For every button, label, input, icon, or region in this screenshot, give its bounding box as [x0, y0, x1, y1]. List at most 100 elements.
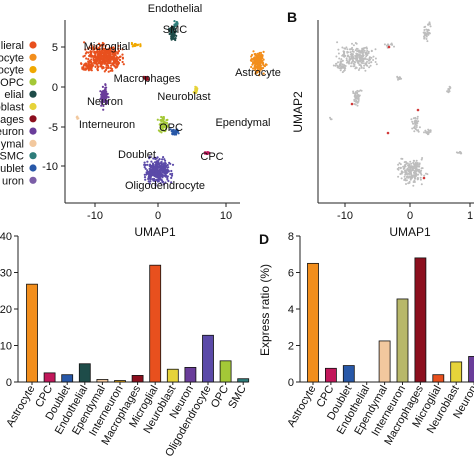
umap-point — [415, 126, 418, 128]
panel-b-label: B — [287, 9, 297, 25]
umap-point — [104, 95, 108, 98]
legend-swatch — [29, 164, 37, 172]
bar — [307, 262, 319, 383]
cluster-label: Interneuron — [79, 119, 135, 131]
umap-b-y-label: UMAP2 — [291, 91, 305, 133]
umap-point — [194, 89, 197, 92]
umap-point — [161, 181, 164, 184]
umap-point — [105, 90, 108, 93]
umap-point — [109, 58, 112, 61]
umap-point — [357, 97, 360, 100]
umap-point — [161, 128, 165, 131]
legend-swatch — [29, 66, 37, 74]
umap-point — [88, 66, 91, 69]
umap-point — [366, 64, 369, 67]
umap-point — [419, 172, 422, 175]
umap-point — [121, 60, 124, 64]
umap-point — [170, 169, 173, 173]
umap-point — [350, 65, 352, 68]
umap-point — [365, 55, 368, 58]
umap-point — [110, 50, 113, 53]
umap-point — [95, 47, 98, 50]
umap-point — [259, 61, 263, 64]
umap-point — [77, 117, 80, 120]
y-tick-label: 6 — [288, 268, 294, 280]
umap-point — [413, 163, 416, 166]
umap-point — [144, 178, 147, 181]
umap-point — [107, 65, 110, 68]
umap-point — [335, 55, 338, 58]
umap-point — [103, 70, 106, 73]
umap-point — [114, 60, 117, 64]
umap-point — [409, 170, 412, 173]
umap-point — [171, 163, 175, 166]
umap-point — [172, 128, 175, 131]
umap-point — [354, 61, 357, 64]
umap-point — [416, 129, 419, 132]
umap-point — [104, 59, 107, 62]
umap-point — [339, 69, 342, 72]
umap-point — [110, 67, 114, 71]
umap-point — [362, 67, 365, 70]
umap-point — [146, 76, 149, 79]
umap-point — [426, 30, 429, 33]
umap-point — [85, 57, 88, 60]
umap-point — [104, 86, 107, 89]
x-tick-label: 1 — [467, 210, 473, 222]
umap-point — [424, 129, 427, 132]
bar-c-y-ticks: 40 30 20 10 0 — [0, 231, 18, 389]
umap-point — [360, 49, 363, 52]
umap-point — [414, 171, 417, 174]
umap-point — [144, 167, 147, 170]
legend-swatch — [29, 127, 37, 135]
bar-c-x-labels: AstrocyteCPCDoubletEndothelialEpendymalI… — [4, 382, 249, 459]
umap-point — [342, 50, 345, 53]
umap-point — [105, 66, 108, 70]
x-tick-label: Astrocyte — [285, 384, 318, 430]
umap-point — [90, 50, 93, 53]
umap-point — [352, 56, 355, 58]
umap-point — [102, 104, 105, 107]
umap-point — [162, 123, 165, 126]
umap-point — [121, 53, 124, 56]
umap-point — [404, 177, 407, 180]
umap-point — [329, 116, 331, 119]
bar — [450, 361, 463, 383]
legend-label: ocyte — [0, 52, 24, 64]
umap-point — [161, 158, 164, 161]
umap-point — [169, 173, 172, 176]
legend-label: uron — [2, 175, 24, 187]
umap-point — [165, 169, 168, 173]
legend-swatch — [29, 115, 37, 123]
umap-point — [360, 57, 363, 60]
umap-point — [156, 156, 159, 159]
umap-point — [112, 54, 115, 57]
umap-point — [264, 63, 267, 66]
umap-point — [413, 120, 416, 123]
umap-point — [427, 23, 430, 26]
umap-point — [349, 48, 351, 51]
umap-point — [155, 161, 158, 164]
y-tick-label: 0 — [52, 82, 58, 94]
umap-point — [85, 63, 88, 66]
umap-point — [358, 94, 361, 97]
umap-point — [358, 56, 361, 59]
umap-point — [400, 170, 403, 173]
umap-point — [361, 47, 364, 50]
umap-point — [100, 95, 103, 99]
umap-point — [375, 63, 378, 66]
umap-point — [427, 28, 430, 31]
cluster-label: Endothelial — [148, 3, 202, 15]
umap-point — [425, 34, 428, 37]
umap-point — [356, 104, 359, 107]
umap-a-x-label: UMAP1 — [134, 225, 176, 239]
umap-point — [415, 159, 418, 162]
y-tick-label: -10 — [42, 161, 58, 173]
umap-point — [403, 161, 406, 164]
umap-point — [425, 172, 427, 175]
umap-point — [417, 130, 420, 133]
panel-d-label: D — [259, 231, 269, 247]
umap-point — [412, 174, 415, 177]
bar — [114, 380, 126, 383]
umap-point — [99, 97, 102, 100]
